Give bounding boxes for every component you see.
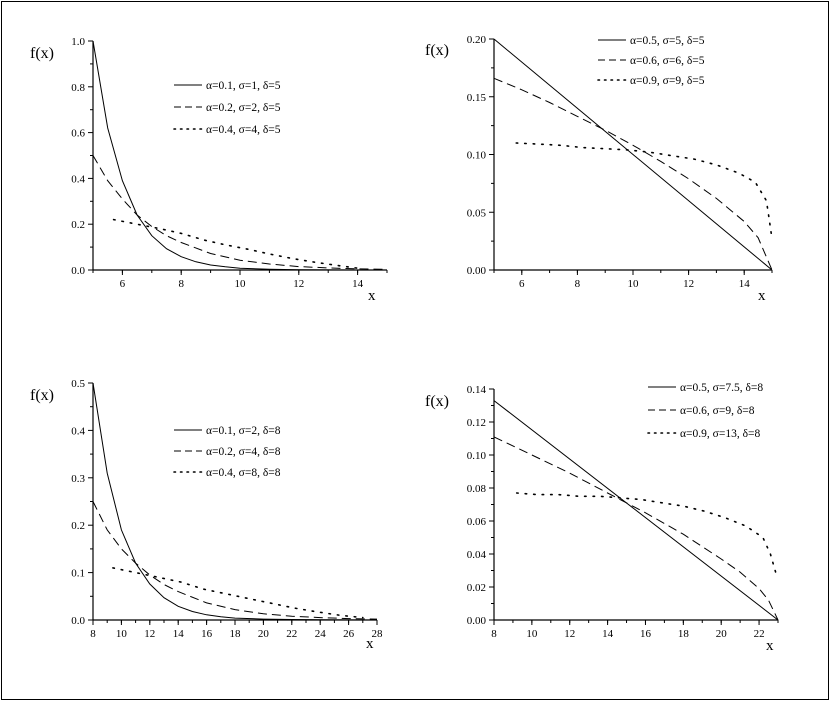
series-line-dotted [515,492,777,575]
x-tick-label: 16 [201,628,213,640]
x-tick-label: 8 [491,628,497,640]
y-axis-label: f(x) [30,45,54,62]
y-tick-label: 0.05 [467,207,487,219]
y-tick-label: 0.2 [71,219,85,231]
y-tick-label: 0.6 [71,128,85,140]
x-tick-label: 12 [293,278,304,290]
y-tick-label: 0.5 [71,378,85,390]
legend-label: α=0.4, σ=4, δ=5 [206,124,281,136]
series-line-dotted [112,567,364,619]
legend-label: α=0.2, σ=4, δ=8 [206,446,281,458]
legend-label: α=0.6, σ=6, δ=5 [630,55,705,67]
y-tick-label: 0.4 [71,173,85,185]
y-tick-label: 0.00 [467,265,487,277]
x-tick-label: 8 [90,628,96,640]
y-axis-label: f(x) [30,387,54,404]
x-tick-label: 22 [754,628,765,640]
x-tick-label: 10 [116,628,128,640]
chart-3: 0.0 0.1 0.2 0.3 0.4 0.5 8 10 12 14 16 18 20 22 24 26 28 f… [30,378,383,652]
x-tick-label: 10 [526,628,538,640]
x-axis-label: x [766,638,774,654]
y-tick-label: 0.04 [467,549,487,561]
y-tick-label: 0.06 [467,516,487,528]
series-line-dashed [493,436,779,621]
x-axis-label: x [366,636,374,652]
chart-4: 0.00 0.02 0.04 0.06 0.08 0.10 0.12 0.14 8 10 12 14 1… [425,382,779,654]
x-tick-label: 12 [683,278,694,290]
legend-label: α=0.5, σ=5, δ=5 [630,35,705,47]
y-tick-label: 0.4 [71,425,85,437]
legend-label: α=0.2, σ=2, δ=5 [206,102,281,114]
y-tick-label: 0.20 [467,34,487,46]
series-line-dashed [92,501,378,620]
y-tick-label: 0.14 [467,384,487,396]
series-line-solid [493,400,779,621]
y-tick-label: 0.0 [71,265,85,277]
x-tick-label: 8 [575,278,581,290]
series-line-dotted [112,218,359,270]
y-tick-label: 0.1 [71,568,85,580]
series-line-solid [493,38,773,271]
legend-label: α=0.9, σ=9, δ=5 [630,75,705,87]
series-line-dashed [493,77,773,271]
legend-label: α=0.5, σ=7.5, δ=8 [680,382,763,394]
y-tick-label: 0.08 [467,483,487,495]
y-tick-label: 0.3 [71,473,85,485]
x-tick-label: 18 [678,628,690,640]
y-tick-label: 0.0 [71,615,85,627]
y-axis-label: f(x) [425,42,449,59]
x-tick-label: 14 [739,278,751,290]
series-line-solid [92,40,387,271]
x-tick-label: 10 [628,278,640,290]
y-tick-label: 1.0 [71,36,85,48]
x-tick-label: 6 [120,278,126,290]
x-tick-label: 10 [235,278,247,290]
x-tick-label: 14 [602,628,614,640]
legend-label: α=0.4, σ=8, δ=8 [206,467,281,479]
series-line-dotted [515,142,773,240]
x-tick-label: 26 [343,628,355,640]
x-tick-label: 12 [564,628,575,640]
x-axis-label: x [758,288,766,304]
y-tick-label: 0.2 [71,520,85,532]
x-axis-label: x [368,288,376,304]
x-tick-label: 14 [173,628,185,640]
chart-2: 0.00 0.05 0.10 0.15 0.20 6 8 10 12 14 f(x) x α=0.5, … [425,34,773,304]
legend-label: α=0.9, σ=13, δ=8 [680,428,760,440]
x-tick-label: 8 [178,278,184,290]
y-tick-label: 0.00 [467,615,487,627]
x-tick-label: 20 [716,628,728,640]
y-tick-label: 0.8 [71,82,85,94]
x-tick-label: 16 [640,628,652,640]
y-axis-label: f(x) [425,393,449,410]
x-tick-label: 28 [372,628,384,640]
series-line-dashed [92,155,388,270]
x-tick-label: 22 [286,628,297,640]
x-tick-label: 14 [352,278,364,290]
y-tick-label: 0.10 [467,150,487,162]
series-line-solid [92,382,378,621]
y-tick-label: 0.02 [467,582,486,594]
y-tick-label: 0.15 [467,92,487,104]
x-tick-label: 20 [258,628,270,640]
y-tick-label: 0.10 [467,450,487,462]
legend-label: α=0.6, σ=9, δ=8 [680,405,755,417]
x-tick-label: 18 [230,628,242,640]
x-tick-label: 24 [315,628,327,640]
y-tick-label: 0.12 [467,417,486,429]
x-tick-label: 12 [144,628,155,640]
x-tick-label: 6 [519,278,525,290]
legend-label: α=0.1, σ=2, δ=8 [206,425,281,437]
chart-1: 0.0 0.2 0.4 0.6 0.8 1.0 6 8 10 12 14 f(x) x α=0.1, σ=… [30,36,388,304]
legend-label: α=0.1, σ=1, δ=5 [206,80,281,92]
